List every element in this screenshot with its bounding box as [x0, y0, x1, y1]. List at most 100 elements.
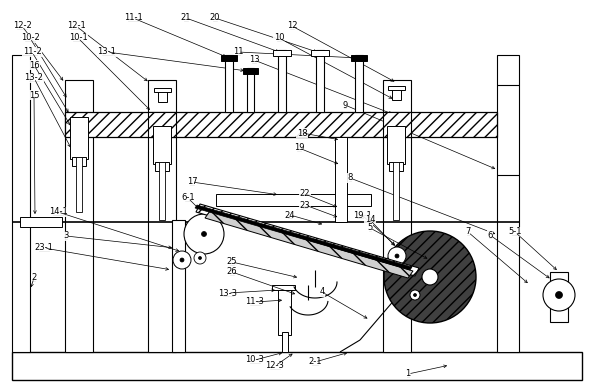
Text: 5-1: 5-1: [508, 227, 522, 237]
Text: 10-3: 10-3: [245, 355, 265, 364]
Text: 16: 16: [29, 61, 40, 69]
Circle shape: [388, 247, 406, 265]
Circle shape: [422, 269, 438, 285]
Bar: [148, 112, 176, 137]
Text: 14: 14: [365, 215, 375, 225]
Text: 10: 10: [274, 33, 284, 43]
Bar: [172, 220, 185, 352]
Bar: [70, 117, 88, 159]
Bar: [335, 137, 347, 222]
Bar: [72, 157, 86, 166]
Text: 22: 22: [300, 189, 310, 199]
Text: 4: 4: [319, 288, 325, 296]
Bar: [221, 55, 237, 61]
Text: 2-1: 2-1: [308, 357, 322, 367]
Bar: [243, 68, 258, 74]
Text: 10-2: 10-2: [20, 33, 40, 43]
Text: 11-3: 11-3: [245, 298, 265, 307]
Bar: [316, 50, 324, 112]
Text: 13-2: 13-2: [25, 73, 43, 83]
Bar: [148, 80, 176, 352]
Bar: [383, 112, 411, 137]
Text: 19-1: 19-1: [353, 211, 371, 220]
Polygon shape: [196, 204, 419, 276]
Bar: [392, 88, 401, 100]
Text: 15: 15: [29, 90, 39, 99]
Bar: [12, 55, 30, 352]
Polygon shape: [205, 211, 413, 278]
Circle shape: [202, 232, 206, 237]
Text: 21: 21: [181, 14, 191, 23]
Bar: [158, 90, 167, 102]
Bar: [159, 162, 165, 220]
Bar: [273, 50, 291, 56]
Text: 24: 24: [285, 211, 295, 220]
Bar: [351, 55, 367, 61]
Text: 1: 1: [406, 369, 410, 379]
Circle shape: [410, 290, 420, 300]
Bar: [225, 55, 233, 112]
Bar: [497, 55, 519, 352]
Text: 19: 19: [294, 144, 304, 152]
Text: 6: 6: [487, 230, 493, 239]
Text: 11-1: 11-1: [124, 14, 142, 23]
Circle shape: [173, 251, 191, 269]
Circle shape: [384, 231, 476, 323]
Bar: [20, 217, 62, 227]
Text: 3: 3: [64, 232, 68, 241]
Text: 9: 9: [343, 100, 347, 109]
Text: 25: 25: [227, 258, 237, 267]
Circle shape: [413, 293, 416, 296]
Bar: [154, 88, 171, 92]
Bar: [272, 285, 295, 290]
Circle shape: [543, 279, 575, 311]
Bar: [278, 287, 291, 335]
Circle shape: [395, 254, 399, 258]
Text: 7: 7: [466, 227, 470, 237]
Text: 10-1: 10-1: [68, 33, 88, 43]
Bar: [247, 68, 254, 112]
Bar: [153, 126, 171, 164]
Text: 12: 12: [287, 21, 297, 31]
Text: 12-2: 12-2: [13, 21, 31, 31]
Text: 14-1: 14-1: [49, 208, 67, 217]
Text: 6-1: 6-1: [181, 194, 195, 203]
Text: 18: 18: [296, 128, 307, 137]
Text: 23: 23: [299, 201, 310, 210]
Bar: [387, 126, 405, 164]
Bar: [355, 55, 363, 112]
Bar: [383, 80, 411, 352]
Circle shape: [556, 291, 563, 298]
Bar: [389, 162, 403, 171]
Text: 11-2: 11-2: [23, 47, 41, 57]
Bar: [12, 352, 582, 380]
Text: 13: 13: [248, 55, 259, 64]
Bar: [216, 194, 371, 206]
Text: 12-1: 12-1: [67, 21, 85, 31]
Circle shape: [194, 252, 206, 264]
Bar: [76, 157, 82, 212]
Circle shape: [199, 256, 202, 260]
Bar: [65, 112, 497, 137]
Bar: [282, 332, 288, 352]
Bar: [278, 50, 286, 112]
Text: 5: 5: [367, 223, 373, 232]
Text: 20: 20: [210, 14, 220, 23]
Polygon shape: [195, 205, 412, 270]
Bar: [550, 272, 568, 322]
Text: 13-3: 13-3: [218, 289, 238, 298]
Bar: [388, 86, 405, 90]
Circle shape: [180, 258, 184, 262]
Text: 23-1: 23-1: [35, 244, 53, 253]
Text: 8: 8: [347, 173, 353, 182]
Text: 2: 2: [31, 274, 37, 282]
Circle shape: [184, 214, 224, 254]
Bar: [155, 162, 169, 171]
Text: 13-1: 13-1: [98, 47, 116, 57]
Bar: [311, 50, 329, 56]
Text: 11: 11: [233, 47, 243, 57]
Text: 17: 17: [187, 177, 197, 187]
Text: 26: 26: [227, 267, 238, 277]
Text: 12-3: 12-3: [266, 362, 284, 371]
Bar: [393, 162, 399, 220]
